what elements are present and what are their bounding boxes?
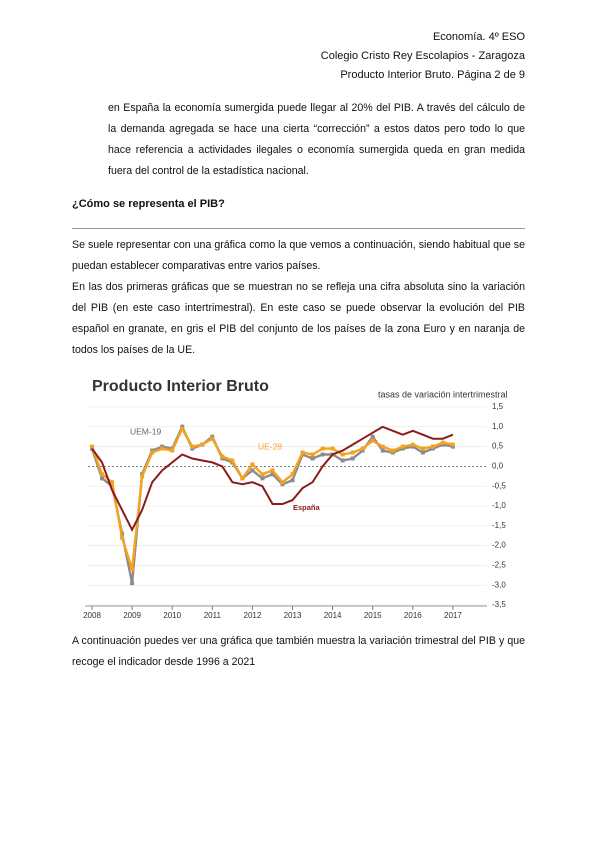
series-marker xyxy=(370,434,375,439)
series-marker xyxy=(250,468,255,473)
series-marker xyxy=(90,444,94,449)
y-tick-label: 0,5 xyxy=(492,442,504,451)
series-marker xyxy=(370,438,375,443)
series-marker xyxy=(330,446,335,451)
series-marker xyxy=(270,472,275,477)
series-marker xyxy=(160,446,165,451)
y-tick-label: 0,0 xyxy=(492,462,504,471)
series-marker xyxy=(210,436,215,441)
y-tick-label: -1,0 xyxy=(492,501,506,510)
series-marker xyxy=(380,448,385,453)
series-marker xyxy=(190,444,195,449)
series-marker xyxy=(320,446,325,451)
y-tick-label: -3,5 xyxy=(492,600,506,609)
series-marker xyxy=(130,581,135,586)
header-line: Colegio Cristo Rey Escolapios - Zaragoza xyxy=(320,50,525,62)
series-marker xyxy=(110,480,115,485)
paragraph: En las dos primeras gráficas que se mues… xyxy=(72,281,525,356)
series-marker xyxy=(380,444,385,449)
series-marker xyxy=(100,472,105,477)
x-tick-label: 2011 xyxy=(204,611,222,620)
series-label: España xyxy=(293,503,321,512)
x-tick-label: 2008 xyxy=(83,611,101,620)
chart-subtitle: tasas de variación intertrimestral xyxy=(378,389,508,399)
y-tick-label: -2,0 xyxy=(492,541,506,550)
series-marker xyxy=(100,476,105,481)
series-marker xyxy=(240,476,245,481)
series-marker xyxy=(400,444,405,449)
series-marker xyxy=(420,450,425,455)
series-marker xyxy=(440,440,445,445)
series-marker xyxy=(300,450,305,455)
header-line: Economía. 4º ESO xyxy=(432,31,525,43)
x-tick-label: 2017 xyxy=(444,611,462,620)
series-marker xyxy=(340,458,345,463)
series-marker xyxy=(410,442,415,447)
x-tick-label: 2016 xyxy=(404,611,422,620)
series-marker xyxy=(350,450,355,455)
x-tick-label: 2015 xyxy=(364,611,382,620)
y-tick-label: -0,5 xyxy=(492,481,506,490)
series-marker xyxy=(420,446,425,451)
x-tick-label: 2010 xyxy=(163,611,181,620)
y-tick-label: -1,5 xyxy=(492,521,506,530)
series-label: UE-28 xyxy=(258,441,282,451)
paragraph: en España la economía sumergida puede ll… xyxy=(108,102,525,177)
series-marker xyxy=(430,444,435,449)
x-tick-label: 2014 xyxy=(324,611,342,620)
series-marker xyxy=(290,478,295,483)
y-tick-label: -2,5 xyxy=(492,561,506,570)
series-marker xyxy=(310,452,315,457)
series-marker xyxy=(260,472,265,477)
series-marker xyxy=(260,476,265,481)
series-marker xyxy=(350,456,355,461)
series-marker xyxy=(250,462,255,467)
x-tick-label: 2009 xyxy=(123,611,141,620)
series-marker xyxy=(310,456,315,461)
series-marker xyxy=(450,442,455,447)
x-tick-label: 2012 xyxy=(244,611,262,620)
series-marker xyxy=(270,468,275,473)
series-marker xyxy=(200,442,205,447)
series-marker xyxy=(340,452,345,457)
series-marker xyxy=(290,472,295,477)
series-marker xyxy=(150,450,155,455)
series-marker xyxy=(360,446,365,451)
series-label: UEM-19 xyxy=(130,426,161,436)
series-marker xyxy=(140,474,145,479)
section-heading: ¿Cómo se representa el PIB? xyxy=(72,198,225,210)
y-tick-label: 1,0 xyxy=(492,422,504,431)
series-marker xyxy=(130,567,135,572)
series-marker xyxy=(180,426,185,431)
series-line xyxy=(91,425,454,533)
series-marker xyxy=(120,535,125,540)
series-marker xyxy=(230,458,235,463)
y-tick-label: 1,5 xyxy=(492,402,504,411)
chart-title: Producto Interior Bruto xyxy=(92,378,269,395)
series-marker xyxy=(320,452,325,457)
y-tick-label: -3,0 xyxy=(492,580,506,589)
series-marker xyxy=(280,480,285,485)
series-marker xyxy=(390,448,395,453)
paragraph: A continuación puedes ver una gráfica qu… xyxy=(72,635,525,668)
x-tick-label: 2013 xyxy=(284,611,302,620)
chart-frame xyxy=(85,372,521,616)
header-line: Producto Interior Bruto. Página 2 de 9 xyxy=(340,69,525,81)
series-marker xyxy=(170,448,175,453)
series-marker xyxy=(220,454,225,459)
rule xyxy=(72,228,525,229)
paragraph: Se suele representar con una gráfica com… xyxy=(72,239,525,272)
